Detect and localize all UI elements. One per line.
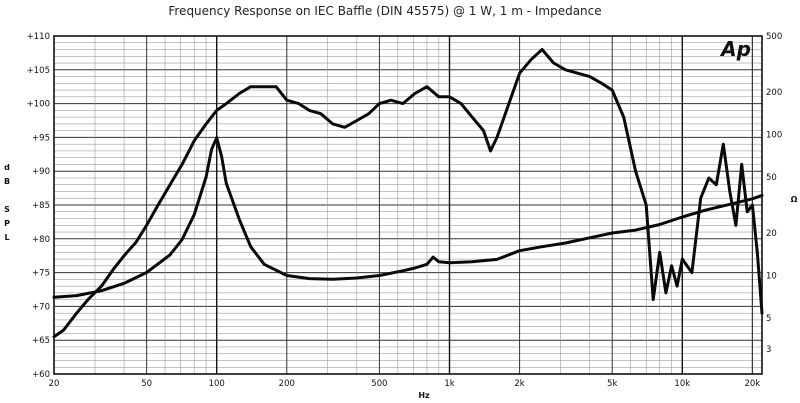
x-tick-label: 20 bbox=[49, 379, 60, 389]
y-right-tick-label: 200 bbox=[766, 88, 782, 98]
y-left-axis-label-letter: S bbox=[4, 205, 10, 214]
y-left-tick-label: +85 bbox=[32, 201, 50, 211]
spl-curve bbox=[52, 48, 764, 339]
x-tick-label: 20k bbox=[744, 379, 760, 389]
y-left-axis-label-letter: B bbox=[4, 177, 10, 186]
y-left-tick-label: +80 bbox=[32, 235, 50, 245]
y-left-axis-label-letter: L bbox=[4, 233, 9, 242]
y-right-tick-label: 3 bbox=[766, 345, 771, 355]
y-right-tick-label: 20 bbox=[766, 229, 777, 239]
y-right-tick-label: 10 bbox=[766, 271, 777, 281]
y-left-tick-label: +90 bbox=[32, 167, 50, 177]
impedance-curve bbox=[52, 136, 764, 299]
x-axis-label: Hz bbox=[418, 391, 430, 400]
y-left-axis-label-letter: P bbox=[4, 219, 10, 228]
y-right-tick-label: 100 bbox=[766, 131, 782, 141]
plot-frame bbox=[53, 35, 763, 375]
series-layer bbox=[52, 48, 764, 339]
y-left-tick-label: +75 bbox=[32, 269, 50, 279]
chart-grid bbox=[54, 36, 762, 374]
chart-title: Frequency Response on IEC Baffle (DIN 45… bbox=[168, 4, 601, 18]
axis-ticks: 20 50 100 200 500 1k 2k 5k 10k 20k +110 +105 +100 +95… bbox=[4, 32, 798, 400]
x-tick-label: 500 bbox=[371, 379, 387, 389]
x-tick-label: 5k bbox=[607, 379, 617, 389]
y-left-tick-label: +60 bbox=[32, 370, 50, 380]
y-left-tick-label: +65 bbox=[32, 336, 50, 346]
y-left-tick-label: +110 bbox=[27, 32, 50, 42]
x-tick-label: 200 bbox=[279, 379, 295, 389]
y-right-tick-label: 50 bbox=[766, 173, 777, 183]
x-tick-label: 2k bbox=[514, 379, 524, 389]
y-right-axis-label: Ω bbox=[791, 195, 798, 204]
y-left-tick-label: +105 bbox=[27, 66, 50, 76]
y-right-tick-label: 500 bbox=[766, 32, 782, 42]
x-tick-label: 100 bbox=[209, 379, 225, 389]
y-left-tick-label: +95 bbox=[32, 133, 50, 143]
y-left-tick-label: +70 bbox=[32, 302, 50, 312]
x-tick-label: 50 bbox=[141, 379, 152, 389]
y-right-tick-label: 5 bbox=[766, 314, 771, 324]
y-left-tick-label: +100 bbox=[27, 100, 50, 110]
y-left-axis-label-letter: d bbox=[4, 163, 10, 172]
x-tick-label: 1k bbox=[444, 379, 454, 389]
x-tick-label: 10k bbox=[674, 379, 690, 389]
ap-logo: Ap bbox=[719, 37, 751, 61]
